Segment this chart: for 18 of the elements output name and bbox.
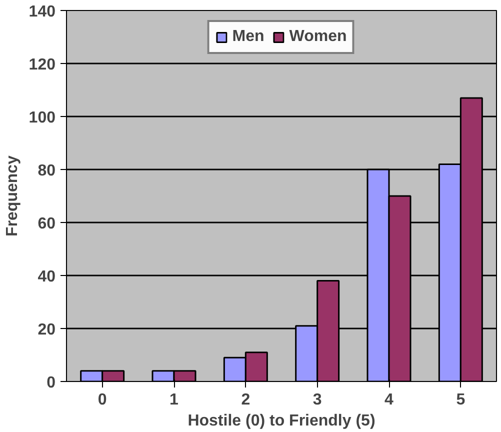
x-tick-label: 0 — [98, 392, 107, 408]
x-tick-label: 4 — [384, 392, 394, 408]
y-tick-label: 140 — [28, 4, 56, 20]
y-tick-label: 20 — [38, 322, 56, 338]
legend-label: Women — [289, 28, 347, 46]
legend-label: Men — [232, 28, 264, 46]
y-tick-label: 120 — [28, 56, 56, 74]
x-tick-label: 1 — [170, 392, 179, 408]
x-tick-label: 3 — [312, 392, 322, 408]
x-tick-label: 5 — [456, 392, 466, 408]
y-tick-label: 80 — [38, 162, 56, 180]
y-tick-label: 0 — [46, 374, 56, 392]
y-tick-label: 100 — [28, 110, 56, 126]
y-axis-title: Frequency — [4, 155, 21, 236]
y-tick-label: 60 — [38, 216, 56, 232]
x-axis-title: Hostile (0) to Friendly (5) — [188, 412, 376, 430]
x-tick-label: 2 — [241, 392, 250, 408]
y-tick-label: 40 — [38, 268, 56, 286]
